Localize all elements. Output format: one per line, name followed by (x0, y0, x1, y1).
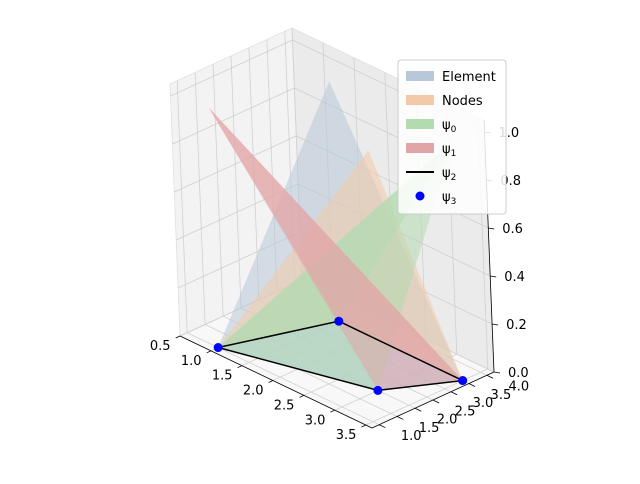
x-tick-label: 0.5 (150, 339, 171, 354)
y-tick-label: 1.5 (419, 421, 440, 436)
z-tick-label: 0.2 (506, 318, 527, 333)
x-tick-mark (175, 335, 181, 339)
legend-swatch (415, 191, 425, 201)
legend-swatch (406, 71, 434, 81)
y-tick-label: 3.0 (473, 396, 494, 411)
y-tick-label: 4.0 (509, 380, 530, 395)
z-tick-mark (493, 371, 501, 374)
y-tick-label: 3.5 (491, 388, 512, 403)
x-tick-label: 1.0 (181, 354, 202, 369)
y-axis-ticks: 1.01.52.02.53.03.54.0 (379, 374, 530, 444)
z-tick-mark (490, 275, 497, 278)
x-tick-mark (206, 350, 212, 354)
z-tick-label: 0.0 (508, 366, 529, 381)
x-tick-label: 2.0 (243, 384, 264, 399)
z-tick-mark (488, 227, 495, 230)
legend-label: Nodes (442, 94, 483, 109)
legend-swatch (406, 95, 434, 105)
surfaces (208, 81, 463, 391)
z-tick-label: 0.4 (504, 270, 525, 285)
y-tick-mark (379, 424, 386, 429)
z-tick-label: 0.6 (502, 222, 523, 237)
y-tick-label: 2.5 (455, 404, 476, 419)
x-tick-mark (299, 394, 305, 398)
y-tick-mark (432, 399, 440, 404)
legend-swatch (406, 119, 434, 129)
node-markers (213, 316, 468, 395)
node-marker-3 (334, 316, 344, 326)
x-tick-mark (361, 424, 366, 428)
x-tick-label: 2.5 (274, 398, 295, 413)
node-marker-2 (458, 376, 468, 386)
y-tick-mark (486, 374, 494, 379)
x-tick-label: 3.0 (305, 413, 326, 428)
y-tick-mark (468, 383, 476, 387)
node-marker-0 (213, 343, 223, 353)
y-tick-mark (414, 407, 422, 412)
-1-surface (208, 107, 463, 381)
x-tick-mark (268, 380, 274, 383)
legend-label: Element (442, 70, 496, 85)
x-tick-label: 3.5 (336, 428, 357, 443)
y-tick-label: 1.0 (401, 429, 422, 444)
y-tick-label: 2.0 (437, 413, 458, 428)
z-tick-mark (492, 323, 499, 326)
y-tick-mark (396, 416, 404, 420)
x-tick-mark (330, 409, 336, 413)
x-axis-line (179, 335, 373, 429)
x-axis-ticks: 0.5 1.0 1.5 2.0 2.5 3.0 3.5 (150, 335, 366, 443)
node-marker-1 (373, 385, 383, 395)
legend-swatch (406, 143, 434, 153)
x-tick-label: 1.5 (212, 369, 233, 384)
y-tick-mark (450, 391, 458, 396)
x-tick-mark (237, 365, 243, 369)
